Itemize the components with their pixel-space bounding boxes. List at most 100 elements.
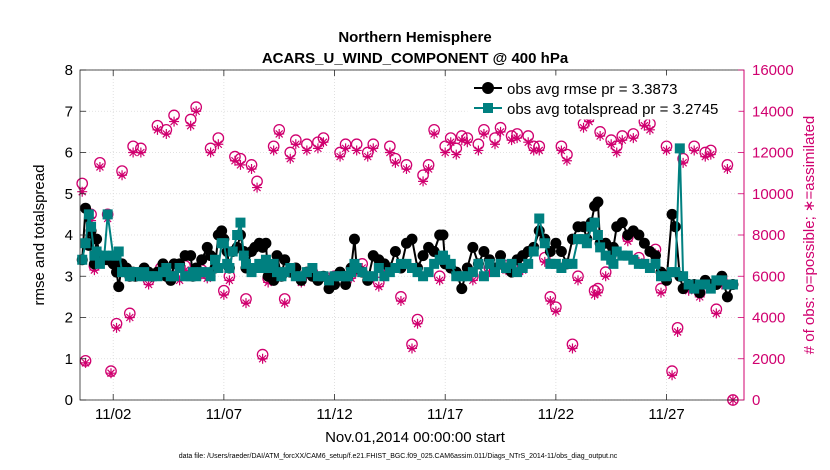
spread-point bbox=[429, 258, 440, 269]
spread-point bbox=[77, 254, 88, 265]
spread-point bbox=[727, 279, 738, 290]
spread-point bbox=[86, 221, 97, 232]
spread-point bbox=[545, 258, 556, 269]
assimilated-count-point bbox=[368, 143, 379, 154]
spread-point bbox=[556, 263, 567, 273]
spread-point bbox=[412, 267, 423, 278]
assimilated-count-point bbox=[124, 312, 135, 323]
assimilated-count-point bbox=[592, 287, 603, 298]
x-tick-label: 11/02 bbox=[95, 406, 131, 423]
assimilated-count-point bbox=[89, 265, 100, 276]
spread-point bbox=[716, 275, 727, 286]
rmse-point bbox=[428, 246, 440, 257]
rmse-point bbox=[467, 241, 479, 253]
spread-point bbox=[595, 242, 606, 253]
assimilated-count-point bbox=[143, 279, 154, 290]
x-tick-label: 11/17 bbox=[427, 406, 463, 423]
assimilated-count-point bbox=[661, 145, 672, 156]
assimilated-count-point bbox=[429, 128, 440, 139]
rmse-point bbox=[91, 233, 103, 245]
assimilated-count-point bbox=[213, 139, 224, 150]
assimilated-count-point bbox=[512, 133, 523, 144]
spread-point bbox=[174, 263, 185, 273]
assimilated-count-point bbox=[418, 176, 429, 187]
spread-point bbox=[99, 250, 110, 261]
rmse-point bbox=[666, 208, 678, 220]
assimilated-count-point bbox=[390, 157, 401, 168]
assimilated-count-point bbox=[290, 139, 301, 150]
spread-point bbox=[307, 263, 318, 273]
assimilated-count-point bbox=[185, 120, 196, 131]
assimilated-count-point bbox=[606, 139, 617, 150]
spread-point bbox=[501, 263, 512, 273]
assimilated-count-point bbox=[550, 306, 561, 317]
spread-point bbox=[622, 250, 633, 261]
rmse-point bbox=[348, 233, 360, 245]
spread-point bbox=[456, 271, 467, 282]
rmse-point bbox=[437, 229, 449, 241]
spread-point bbox=[346, 267, 357, 278]
assimilated-count-point bbox=[335, 151, 346, 162]
spread-point bbox=[180, 271, 191, 282]
spread-point bbox=[384, 267, 395, 278]
spread-point bbox=[260, 254, 271, 265]
rmse-point bbox=[649, 250, 661, 262]
assimilated-count-point bbox=[678, 157, 689, 168]
spread-point bbox=[301, 267, 312, 278]
spread-point bbox=[473, 258, 484, 269]
spread-point bbox=[285, 263, 296, 273]
rmse-point bbox=[592, 196, 604, 208]
assimilated-count-point bbox=[340, 143, 351, 154]
rmse-point bbox=[555, 246, 567, 257]
spread-point bbox=[550, 258, 561, 269]
rmse-point bbox=[669, 221, 681, 233]
assimilated-count-point bbox=[105, 368, 116, 379]
assimilated-count-point bbox=[412, 318, 423, 329]
spread-point bbox=[152, 271, 163, 282]
assimilated-count-point bbox=[595, 131, 606, 141]
assimilated-count-point bbox=[312, 143, 323, 154]
rmse-point bbox=[616, 217, 628, 229]
assimilated-count-point bbox=[263, 277, 274, 288]
data-layer bbox=[76, 101, 739, 406]
spread-point bbox=[241, 258, 251, 269]
assimilated-count-point bbox=[257, 353, 268, 364]
assimilated-count-point bbox=[395, 296, 406, 306]
spread-point bbox=[611, 246, 622, 257]
assimilated-count-point bbox=[617, 135, 628, 146]
spread-point bbox=[290, 271, 301, 282]
spread-point bbox=[113, 246, 124, 257]
spread-point bbox=[589, 217, 600, 228]
chart-title: Northern Hemisphere bbox=[338, 29, 491, 46]
spread-point bbox=[581, 238, 592, 249]
spread-point bbox=[573, 234, 583, 245]
spread-point bbox=[678, 271, 689, 282]
axes: 11/02 11/07 11/12 11/17 11/22 11/270123456780… bbox=[65, 62, 794, 423]
assimilated-count-point bbox=[584, 116, 595, 127]
spread-point bbox=[83, 209, 94, 220]
spread-point bbox=[561, 258, 572, 269]
spread-point bbox=[512, 267, 523, 278]
assimilated-count-point bbox=[94, 161, 105, 172]
spread-point bbox=[639, 258, 650, 269]
y-axis-label: rmse and totalspread bbox=[31, 165, 48, 306]
rmse-point bbox=[340, 279, 352, 290]
spread-point bbox=[689, 283, 700, 294]
assimilated-count-point bbox=[667, 370, 678, 381]
spread-point bbox=[694, 279, 705, 290]
spread-point bbox=[224, 263, 235, 273]
y2-tick-label: 0 bbox=[752, 392, 760, 409]
spread-point bbox=[362, 271, 373, 282]
spread-point bbox=[335, 271, 346, 282]
assimilated-count-point bbox=[528, 145, 539, 156]
spread-point bbox=[91, 246, 102, 257]
spread-point bbox=[401, 258, 412, 269]
assimilated-count-point bbox=[611, 147, 622, 158]
spread-point bbox=[329, 271, 340, 282]
rmse-point bbox=[185, 250, 197, 262]
assimilated-count-point bbox=[301, 145, 312, 156]
spread-point bbox=[528, 246, 539, 257]
spread-point bbox=[257, 263, 268, 273]
x-axis-label: Nov.01,2014 00:00:00 start bbox=[325, 429, 506, 446]
legend-spread-label: obs avg totalspread pr = 3.2745 bbox=[507, 101, 718, 118]
